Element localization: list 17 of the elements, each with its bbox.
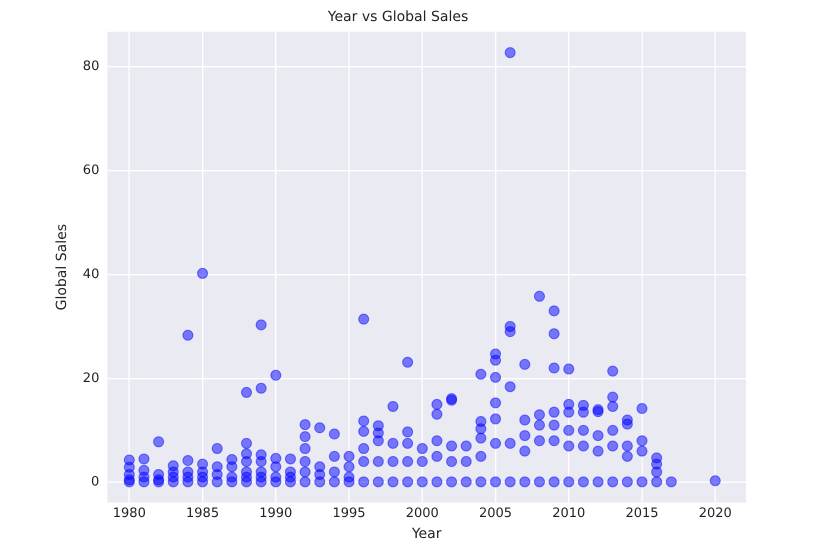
- y-tick-label: 80: [82, 58, 100, 74]
- x-tick-label: 1985: [186, 506, 220, 521]
- y-tick-label: 20: [82, 370, 100, 386]
- x-tick-label: 2005: [478, 506, 512, 521]
- x-tick-label: 1980: [112, 506, 146, 521]
- y-tick-label: 60: [82, 162, 100, 178]
- x-tick-label: 2015: [625, 506, 659, 521]
- y-axis-title: Global Sales: [54, 224, 70, 310]
- x-tick-label: 2010: [552, 506, 586, 521]
- chart-title: Year vs Global Sales: [326, 9, 468, 26]
- x-tick-label: 2020: [698, 506, 732, 521]
- x-tick-label: 1990: [259, 506, 292, 521]
- y-tick-label: 0: [91, 474, 100, 490]
- x-axis-title: Year: [410, 526, 442, 542]
- y-tick-label: 40: [82, 266, 100, 282]
- x-tick-label: 2000: [406, 506, 439, 521]
- x-tick-label: 1995: [332, 506, 366, 521]
